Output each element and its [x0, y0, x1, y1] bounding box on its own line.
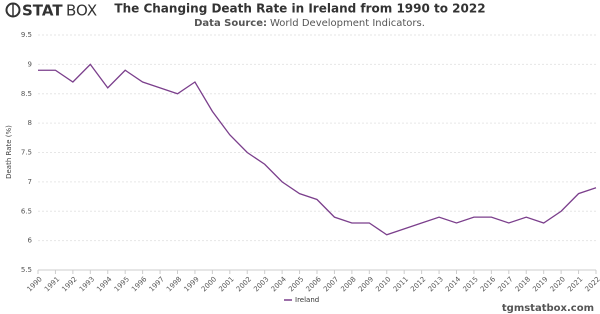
- y-tick-label: 5.5: [21, 266, 32, 274]
- x-tick-label: 2003: [252, 275, 270, 293]
- x-tick-label: 2010: [374, 275, 392, 293]
- data-line: [38, 63, 597, 236]
- x-tick-label: 2020: [549, 275, 567, 293]
- x-tick-label: 2004: [270, 275, 289, 294]
- x-tick-label: 2012: [409, 275, 427, 293]
- footer: tgmstatbox.com: [502, 303, 594, 314]
- x-tick-label: 1993: [78, 275, 96, 293]
- y-tick-label: 6: [28, 237, 33, 245]
- y-tick-label: 9.5: [21, 31, 32, 39]
- subtitle: World Development Indicators.: [270, 18, 425, 29]
- logo: STAT BOX: [5, 2, 97, 20]
- subtitle-label: Data Source:: [194, 18, 267, 29]
- x-tick-label: 2009: [357, 275, 375, 293]
- y-tick-label: 7: [28, 178, 32, 186]
- x-tick-label: 2001: [217, 275, 235, 293]
- x-tick-label: 2013: [427, 275, 445, 293]
- x-tick-label: 2005: [287, 275, 305, 293]
- x-tick-label: 1990: [26, 275, 44, 293]
- x-tick-label: 1999: [183, 275, 201, 293]
- y-tick-label: 8.5: [21, 90, 32, 98]
- logo-text: STAT: [22, 2, 63, 20]
- x-tick-label: 1994: [95, 275, 114, 294]
- x-tick-label: 1995: [113, 275, 131, 293]
- x-tick-label: 2021: [566, 275, 584, 293]
- logo-text: BOX: [66, 2, 97, 20]
- x-tick-label: 1991: [43, 275, 61, 293]
- y-tick-label: 8: [28, 119, 32, 127]
- x-tick-label: 2014: [444, 275, 463, 294]
- x-tick-label: 2011: [392, 275, 410, 293]
- x-tick-label: 2017: [496, 275, 514, 293]
- x-tick-label: 2000: [200, 275, 218, 293]
- x-tick-label: 2016: [479, 275, 498, 294]
- x-tick-label: 1998: [165, 275, 183, 293]
- x-tick-label: 1997: [148, 275, 166, 293]
- legend-label: Ireland: [295, 296, 319, 304]
- y-tick-label: 6.5: [21, 207, 32, 215]
- x-tick-label: 2006: [305, 275, 324, 294]
- y-tick-label: 7.5: [21, 149, 32, 157]
- x-tick-label: 1996: [130, 275, 149, 294]
- x-tick-label: 2008: [339, 275, 357, 293]
- x-tick-label: 2002: [235, 275, 253, 293]
- x-tick-label: 2018: [514, 275, 532, 293]
- x-tick-label: 2007: [322, 275, 340, 293]
- y-axis-label: Death Rate (%): [5, 125, 13, 179]
- x-tick-label: 2022: [584, 275, 600, 293]
- y-tick-label: 9: [28, 60, 32, 68]
- x-tick-label: 2015: [462, 275, 480, 293]
- x-tick-label: 1992: [60, 275, 78, 293]
- chart-title: The Changing Death Rate in Ireland from …: [114, 2, 485, 16]
- x-tick-label: 2019: [531, 275, 549, 293]
